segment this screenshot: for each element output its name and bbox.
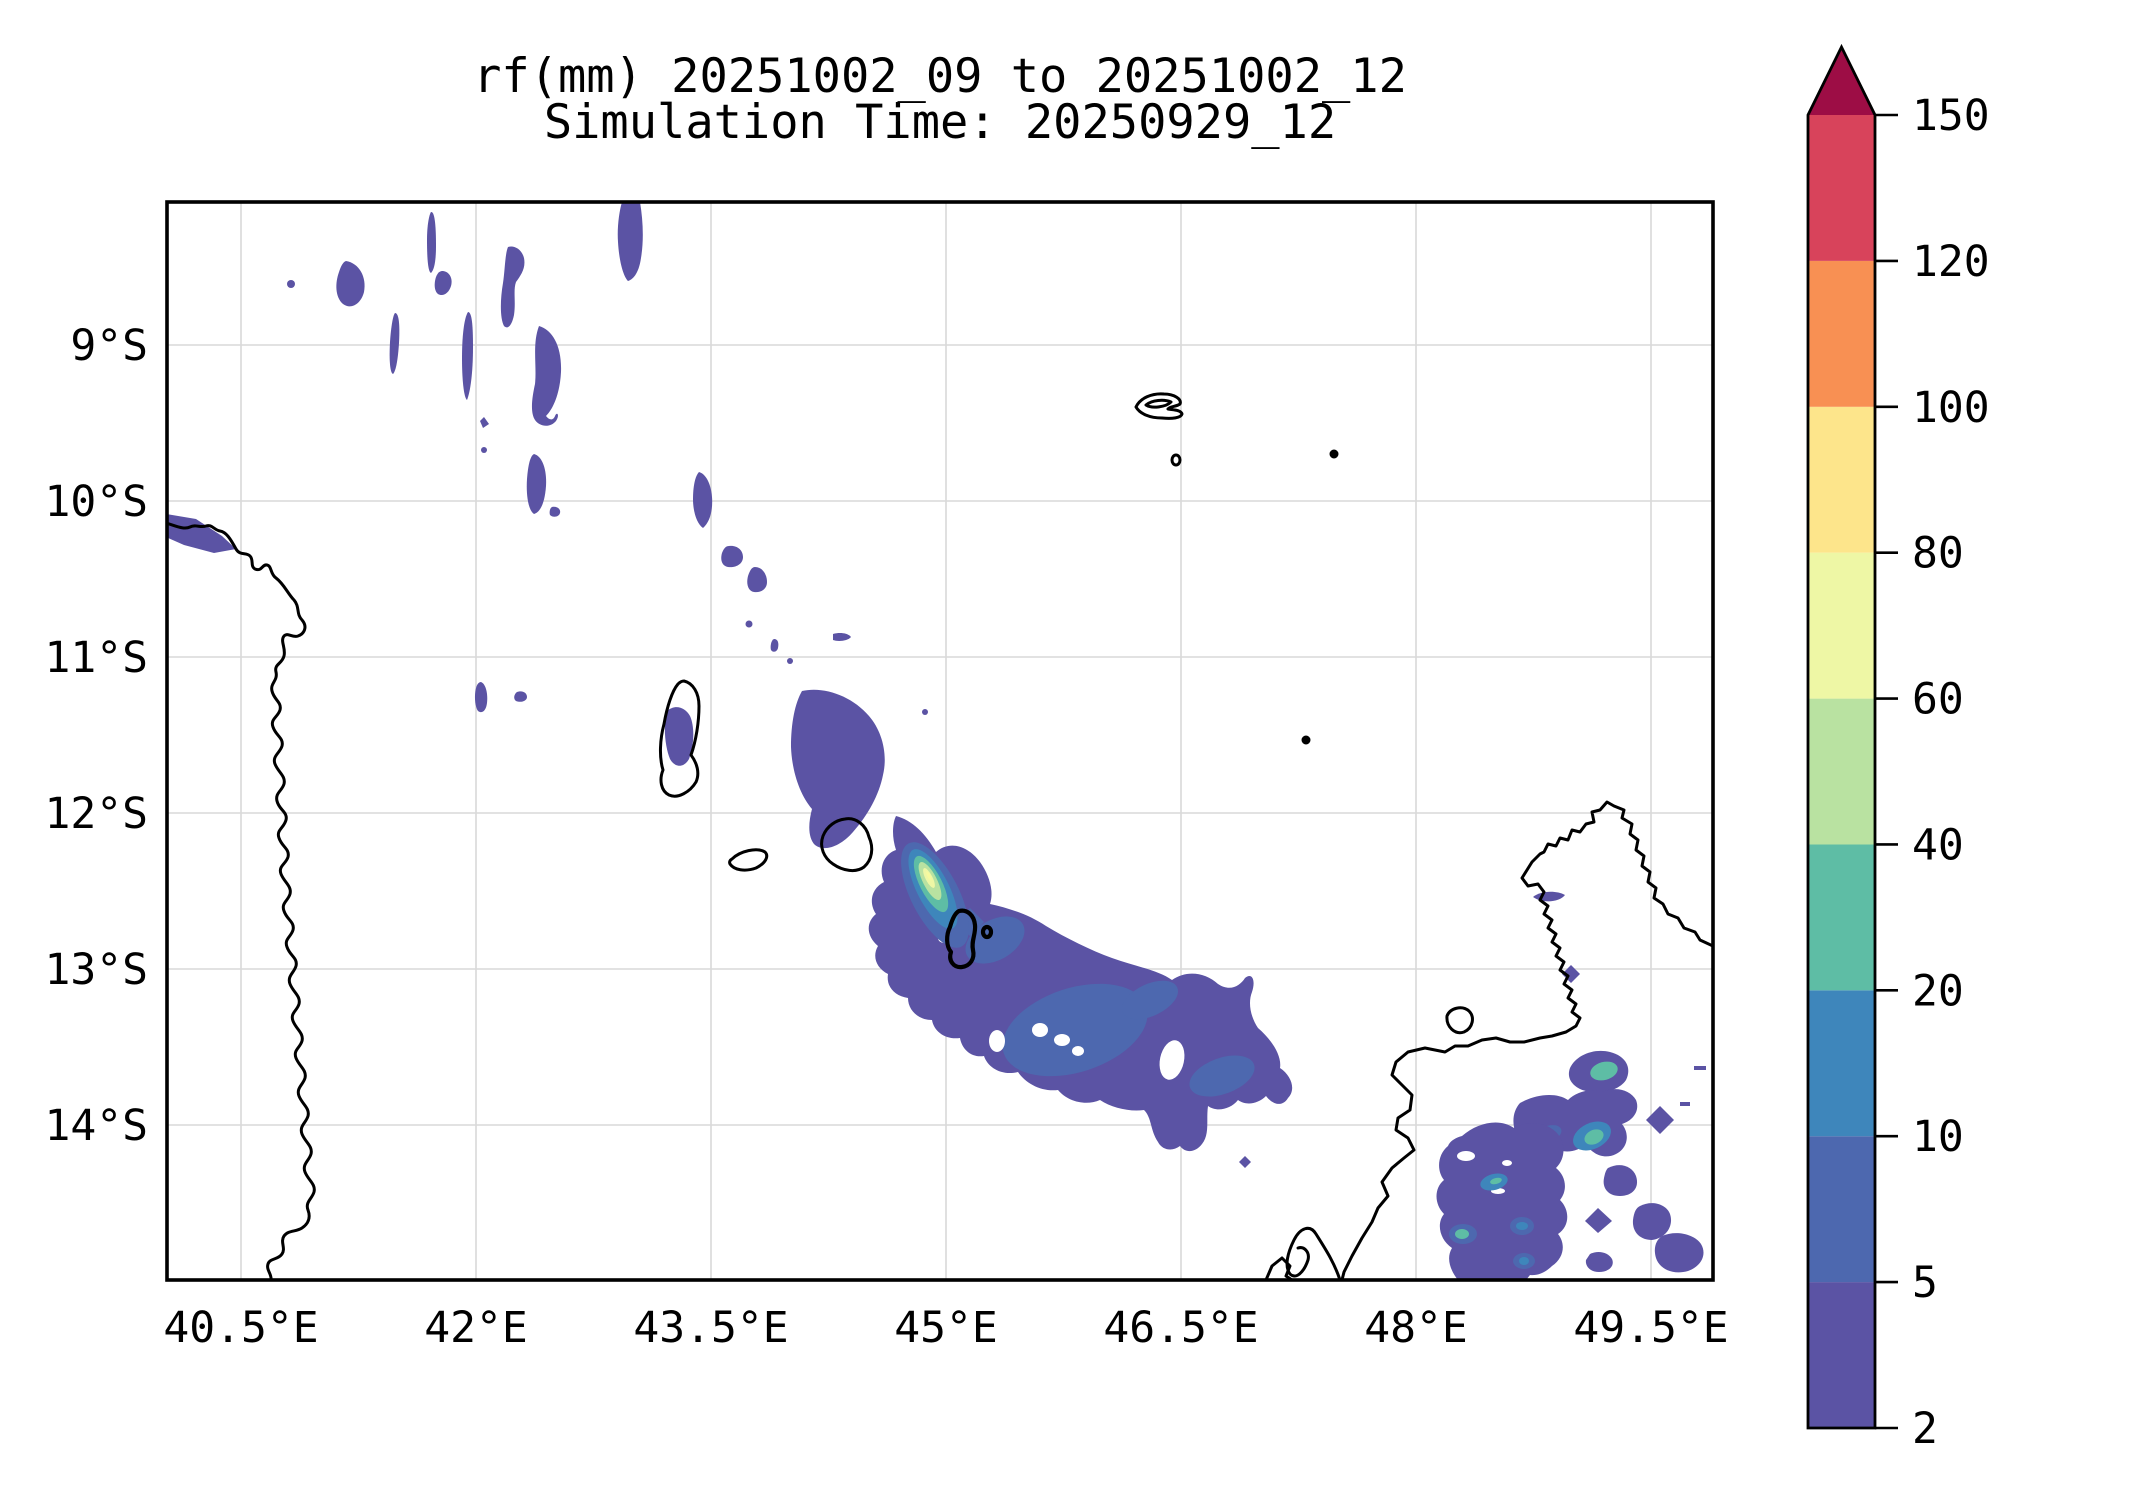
rain-cells-nw-band [167, 202, 928, 849]
colorbar-segments [1808, 47, 1875, 1428]
madagascar-sw-hook [1285, 1226, 1342, 1280]
colorbar-tick-label: 40 [1912, 820, 1964, 870]
rain-cell-tanzania-coast [167, 514, 236, 553]
x-tick-label: 40.5°E [163, 1303, 318, 1353]
colorbar-over-arrow [1808, 47, 1875, 115]
figure-title-line1: rf(mm) 20251002_09 to 20251002_12 [473, 49, 1407, 104]
colorbar-tick-labels: 2 5 10 20 40 60 80 100 120 150 [1912, 91, 1990, 1454]
y-tick-label: 13°S [44, 945, 148, 995]
rain-cell-grande-comore [664, 707, 694, 766]
x-tick-label: 43.5°E [633, 1303, 788, 1353]
y-tick-label: 11°S [44, 633, 148, 683]
gridlines [167, 202, 1713, 1280]
colorbar-outline [1806, 43, 1877, 1430]
colorbar-tick-label: 80 [1912, 529, 1964, 579]
islet-dot-east [1329, 449, 1339, 459]
grande-comore-island [659, 679, 701, 798]
colorbar-tick-label: 150 [1912, 91, 1990, 141]
colorbar-segment-20-40 [1808, 844, 1875, 991]
colorbar-segment-120-150 [1808, 115, 1875, 261]
y-tick-label: 12°S [44, 789, 148, 839]
rain-contours [167, 202, 1706, 1280]
colorbar-tick-label: 100 [1912, 383, 1990, 433]
colorbar-tick-label: 5 [1912, 1258, 1938, 1308]
moheli-island [728, 848, 769, 872]
coastal-squiggle [1264, 1256, 1294, 1280]
colorbar-segment-80-100 [1808, 406, 1875, 553]
mayotte-island [945, 908, 978, 970]
aldabra-atoll-outer [1134, 392, 1184, 420]
colorbar-tick-label: 10 [1912, 1112, 1964, 1162]
y-tick-label: 10°S [44, 477, 148, 527]
nosy-be-island [1445, 1006, 1474, 1035]
colorbar-segment-100-120 [1808, 260, 1875, 407]
rain-mass-central [868, 816, 1293, 1168]
x-axis-tick-labels: 40.5°E 42°E 43.5°E 45°E 46.5°E 48°E 49.5… [163, 1303, 1728, 1353]
colorbar-tick-label: 2 [1912, 1404, 1938, 1454]
x-tick-label: 48°E [1364, 1303, 1468, 1353]
map-frame [165, 200, 1715, 1282]
africa-coastline [167, 521, 316, 1280]
colorbar-segment-60-80 [1808, 552, 1875, 699]
colorbar-segment-2-5 [1808, 1282, 1875, 1428]
x-tick-label: 46.5°E [1103, 1303, 1258, 1353]
figure-title-line2: Simulation Time: 20250929_12 [544, 95, 1336, 150]
anjouan-island [820, 817, 874, 873]
rain-cluster-ne-madagascar [1436, 891, 1706, 1280]
x-tick-label: 42°E [424, 1303, 528, 1353]
x-tick-label: 45°E [894, 1303, 998, 1353]
colorbar-segment-40-60 [1808, 698, 1875, 845]
assumption-islet [1170, 453, 1182, 467]
colorbar-tick-label: 120 [1912, 237, 1990, 287]
colorbar: 2 5 10 20 40 60 80 100 120 150 [1806, 43, 1990, 1454]
madagascar-coastline [1340, 800, 1713, 1280]
y-axis-tick-labels: 9°S 10°S 11°S 12°S 13°S 14°S [44, 321, 148, 1151]
colorbar-ticks [1875, 113, 1898, 1430]
rain-cell-anjouan-streak [791, 689, 885, 849]
colorbar-tick-label: 60 [1912, 675, 1964, 725]
map-panel: 40.5°E 42°E 43.5°E 45°E 46.5°E 48°E 49.5… [44, 200, 1729, 1353]
colorbar-tick-label: 20 [1912, 966, 1964, 1016]
x-tick-label: 49.5°E [1573, 1303, 1728, 1353]
islet-dot-south [1301, 735, 1311, 745]
coastlines [167, 392, 1713, 1280]
y-tick-label: 9°S [70, 321, 148, 371]
aldabra-atoll-inner [1144, 398, 1173, 409]
mayotte-islet [980, 924, 994, 940]
colorbar-segment-10-20 [1808, 990, 1875, 1137]
y-tick-label: 14°S [44, 1101, 148, 1151]
colorbar-segment-5-10 [1808, 1136, 1875, 1283]
